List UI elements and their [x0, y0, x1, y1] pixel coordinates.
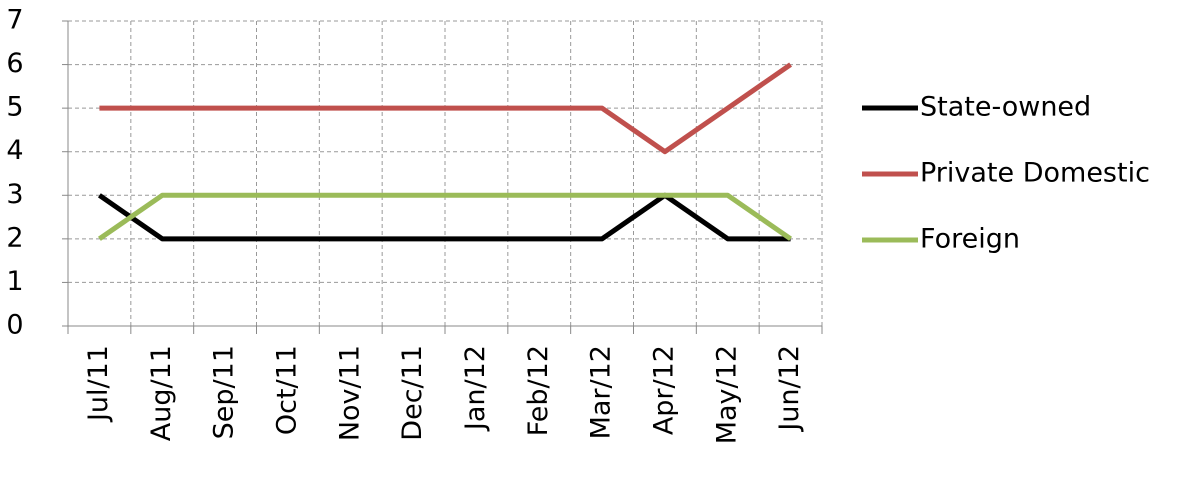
x-tick-label: Mar/12 — [586, 345, 617, 439]
legend-label: Foreign — [920, 224, 1020, 255]
y-tick-label: 0 — [6, 310, 23, 341]
x-tick-label: Nov/11 — [334, 345, 365, 441]
series-line — [97, 192, 793, 241]
x-tick-label: Oct/11 — [271, 345, 302, 435]
x-tick-label: Sep/11 — [209, 345, 240, 439]
x-tick-label: Jan/12 — [460, 345, 491, 432]
x-tick-label: Apr/12 — [648, 345, 679, 435]
y-tick-label: 4 — [6, 135, 23, 166]
y-tick-label: 7 — [6, 5, 23, 36]
y-tick-label: 3 — [6, 179, 23, 210]
x-tick-label: Feb/12 — [523, 345, 554, 436]
x-tick-label: Jul/11 — [83, 345, 114, 423]
series-line — [99, 62, 793, 155]
y-tick-label: 6 — [6, 48, 23, 79]
legend-label: Private Domestic — [920, 158, 1150, 189]
x-tick-label: May/12 — [711, 345, 742, 444]
legend-label: State-owned — [920, 92, 1091, 123]
x-tick-label: Dec/11 — [397, 345, 428, 441]
x-tick-label: Aug/11 — [146, 345, 177, 441]
series-line — [97, 192, 791, 242]
y-tick-label: 5 — [6, 92, 23, 123]
y-tick-label: 2 — [6, 222, 23, 253]
x-tick-label: Jun/12 — [774, 345, 805, 433]
y-tick-label: 1 — [6, 266, 23, 297]
